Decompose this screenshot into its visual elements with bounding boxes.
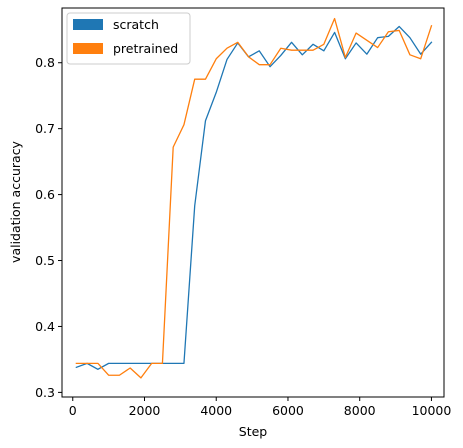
- y-tick-label: 0.8: [35, 55, 55, 70]
- axes-frame: [61, 7, 445, 398]
- y-tick-label: 0.5: [35, 253, 55, 268]
- y-tick-label: 0.6: [35, 187, 55, 202]
- x-tick-label: 4000: [200, 403, 232, 418]
- x-axis-label: Step: [239, 424, 268, 439]
- series-layer: [75, 17, 433, 379]
- x-axis: 0 2000 4000 6000 8000 10000: [69, 397, 452, 418]
- legend: scratch pretrained: [66, 12, 191, 65]
- y-tick-label: 0.3: [35, 385, 55, 400]
- x-tick-label: 8000: [344, 403, 376, 418]
- y-tick-label: 0.7: [35, 121, 55, 136]
- legend-label-pretrained: pretrained: [113, 41, 178, 56]
- x-tick-label: 2000: [129, 403, 161, 418]
- x-tick-label: 0: [69, 403, 77, 418]
- legend-swatch-scratch: [73, 19, 103, 30]
- y-axis: 0.3 0.4 0.5 0.6 0.7 0.8: [35, 55, 62, 400]
- series-line-scratch: [75, 25, 433, 370]
- series-line-pretrained: [75, 17, 433, 379]
- legend-label-scratch: scratch: [113, 17, 159, 32]
- y-axis-label: validation accuracy: [8, 140, 23, 263]
- x-tick-label: 10000: [412, 403, 452, 418]
- y-tick-label: 0.4: [35, 319, 55, 334]
- legend-swatch-pretrained: [73, 43, 103, 54]
- x-tick-label: 6000: [272, 403, 304, 418]
